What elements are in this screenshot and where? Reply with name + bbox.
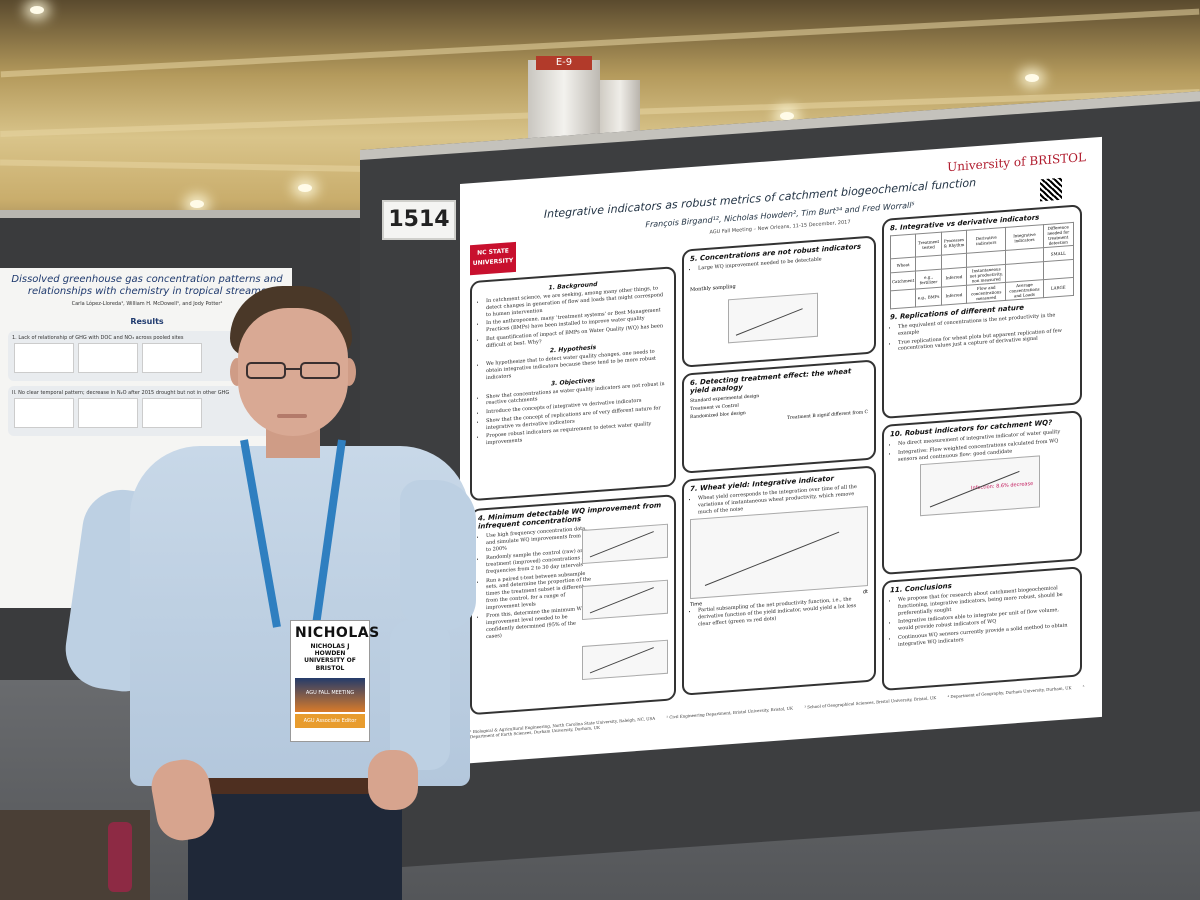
panel-conclusions: 11. Conclusions We propose that for rese… (882, 566, 1082, 692)
table-cell: Flow and concentrations measured (966, 282, 1006, 304)
mini-plot: Infection: 8.6% decrease (920, 455, 1040, 517)
water-bottle (108, 822, 132, 892)
ceiling-light (1025, 74, 1039, 82)
jeans (188, 794, 402, 900)
panel-minimum-detectable: 4. Minimum detectable WQ improvement fro… (470, 494, 676, 716)
ceiling-light (30, 6, 44, 14)
table-cell: Derivative indicators (966, 227, 1006, 254)
panel-wheat-yield: 7. Wheat yield: Integrative indicator Wh… (682, 465, 876, 696)
table-cell: LARGE (1043, 277, 1074, 298)
plot-label: Monthly sampling (690, 283, 736, 293)
mini-figure (78, 343, 138, 373)
mini-figure (78, 398, 138, 428)
badge-role: AGU Associate Editor (295, 713, 365, 728)
column-label: E-9 (536, 56, 592, 70)
table-cell: e.g., BMPs (915, 287, 942, 308)
axis-label: dt (862, 589, 868, 596)
right-hand (368, 750, 418, 810)
bridge (286, 368, 300, 370)
lens (300, 362, 340, 379)
mouth (277, 414, 307, 418)
table-cell: Average concentrations and Loads (1005, 279, 1044, 301)
ceiling-truss (0, 8, 1200, 78)
ceiling-light (298, 184, 312, 192)
mini-figure (14, 343, 74, 373)
panel-not-robust: 5. Concentrations are not robust indicat… (682, 235, 876, 368)
wheat-plot (690, 506, 868, 600)
left-poster-title: Dissolved greenhouse gas concentration p… (11, 274, 283, 297)
table-cell: Catchment (890, 271, 916, 291)
panel-item: From this, determine the minimum WQ impr… (486, 606, 592, 641)
ceiling-light (780, 112, 794, 120)
panel-wheat-analogy: 6. Detecting treatment effect: the wheat… (682, 359, 876, 474)
panel-integrative: 8. Integrative vs derivative indicators … (882, 204, 1082, 420)
qr-code-icon (1040, 177, 1062, 202)
ncsu-logo: NC STATE UNIVERSITY (470, 241, 516, 276)
lanyard-strap (311, 439, 346, 629)
name-badge: NICHOLAS NICHOLAS J HOWDEN UNIVERSITY OF… (290, 620, 380, 742)
table-cell: Treatment tested (915, 232, 942, 258)
table-cell: e.g., fertilizer (915, 269, 942, 290)
left-poster-authors: Carla López-Lloreda¹, William H. McDowel… (71, 301, 223, 307)
affiliation: ² Civil Engineering Department, Bristol … (666, 705, 794, 720)
mini-plot (582, 639, 668, 681)
panel-robust: 10. Robust indicators for catchment WQ? … (882, 410, 1082, 576)
mini-plot (582, 579, 668, 621)
ceiling-light (190, 200, 204, 208)
presenter: NICHOLAS NICHOLAS J HOWDEN UNIVERSITY OF… (60, 280, 490, 900)
table-cell: Integrative indicators (1005, 224, 1044, 251)
table-cell (890, 234, 916, 259)
panel-background: 1. Background In catchment science, we a… (470, 266, 676, 502)
panel-item: Run a paired t-test between subsample se… (486, 570, 592, 612)
lanyard-strap (240, 439, 281, 628)
mini-plot (728, 292, 818, 344)
bristol-logo: University of BRISTOL (947, 150, 1086, 175)
lanyard (240, 439, 350, 640)
glasses-icon (246, 362, 340, 380)
affiliation: ³ School of Geographical Sciences, Brist… (804, 695, 937, 710)
table-cell: Processes & Rhythm (941, 230, 967, 256)
right-forearm (390, 620, 450, 770)
table-cell: Inferred (941, 285, 967, 306)
mini-plot (582, 523, 668, 565)
table-cell (890, 289, 916, 309)
badge-event: AGU FALL MEETING (295, 677, 365, 712)
lens (246, 362, 286, 379)
table-cell (1043, 259, 1074, 280)
left-poster-item: II. No clear temporal pattern; decrease … (12, 390, 230, 396)
main-poster: NC STATE UNIVERSITY University of BRISTO… (460, 136, 1102, 764)
mini-figure (14, 398, 74, 428)
table-cell: Difference needed for treatment detectio… (1043, 222, 1074, 248)
belt (190, 778, 400, 796)
board-number: 1514 (382, 200, 456, 240)
left-poster-section: Results (130, 317, 164, 326)
badge-full-name: NICHOLAS J HOWDEN UNIVERSITY OF BRISTOL (304, 643, 356, 672)
mini-figure (142, 398, 202, 428)
affiliation: ⁴ Department of Geography, Durham Univer… (947, 685, 1072, 700)
plot-label: Infection: 8.6% decrease (971, 481, 1034, 492)
mini-figure (142, 343, 202, 373)
right-arm (400, 480, 476, 630)
badge-name: NICHOLAS (295, 625, 380, 641)
table-cell: Inferred (941, 267, 967, 288)
indicator-table: Treatment tested Processes & Rhythm Deriva… (890, 222, 1074, 310)
left-poster-item: 1. Lack of relationship of GHG with DOC … (12, 335, 184, 341)
